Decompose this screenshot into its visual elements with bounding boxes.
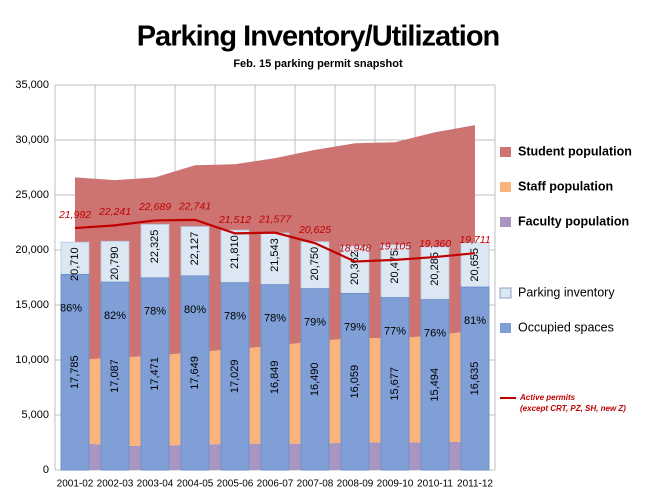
bars — [60, 224, 490, 471]
bar-value-label: 17,029 — [229, 360, 241, 394]
y-tick-label: 10,000 — [15, 354, 49, 366]
x-tick-label: 2005-06 — [217, 479, 254, 490]
y-tick-label: 20,000 — [15, 244, 49, 256]
utilization-label: 82% — [104, 310, 126, 322]
bar — [140, 277, 170, 471]
bar-value-label: 16,059 — [349, 365, 361, 399]
y-tick-label: 30,000 — [15, 134, 49, 146]
bar-value-label: 20,655 — [469, 248, 481, 282]
bar-value-label: 22,127 — [189, 232, 201, 266]
x-tick-label: 2009-10 — [377, 479, 414, 490]
utilization-label: 81% — [464, 315, 486, 327]
bar-value-label: 16,635 — [469, 362, 481, 396]
legend-label: Staff population — [518, 179, 613, 193]
bar-value-label: 16,490 — [309, 362, 321, 396]
line-value-label: 22,741 — [178, 201, 211, 213]
utilization-label: 80% — [184, 304, 206, 316]
y-tick-label: 35,000 — [15, 79, 49, 91]
bar-value-label: 20,790 — [109, 246, 121, 280]
x-tick-label: 2002-03 — [97, 479, 134, 490]
utilization-label: 78% — [264, 313, 286, 325]
utilization-label: 78% — [144, 306, 166, 318]
bar-value-label: 17,087 — [109, 359, 121, 393]
line-value-label: 19,105 — [379, 241, 411, 253]
utilization-label: 79% — [304, 317, 326, 329]
bar — [340, 292, 370, 471]
bar — [100, 281, 130, 471]
chart-subtitle: Feb. 15 parking permit snapshot — [233, 58, 403, 70]
line-value-label: 18,948 — [339, 242, 371, 254]
y-tick-label: 0 — [43, 464, 49, 476]
utilization-label: 76% — [424, 327, 446, 339]
legend-note: (except CRT, PZ, SH, new Z) — [520, 404, 626, 413]
bar-value-label: 21,543 — [269, 238, 281, 272]
bar-value-label: 16,849 — [269, 361, 281, 395]
bar — [60, 273, 90, 471]
bar-value-label: 17,649 — [189, 356, 201, 390]
x-tick-label: 2007-08 — [297, 479, 334, 490]
bar-value-label: 20,710 — [69, 247, 81, 281]
bar — [380, 297, 410, 471]
line-value-label: 22,241 — [98, 206, 131, 218]
legend-label: Occupied spaces — [518, 320, 614, 334]
line — [74, 218, 476, 263]
bar-value-label: 17,785 — [69, 355, 81, 389]
labels: 20,710 20,790 22,325 22,127 21,810 21,543 20,7… — [58, 201, 491, 402]
utilization-label: 86% — [60, 302, 82, 314]
bar-value-label: 20,362 — [349, 251, 361, 285]
line-value-label: 21,992 — [58, 209, 91, 221]
bar-value-label: 15,494 — [429, 368, 441, 402]
legend-label: Parking inventory — [518, 285, 615, 299]
y-tick-label: 5,000 — [21, 409, 49, 421]
utilization-label: 78% — [224, 311, 246, 323]
line-value-label: 19,360 — [419, 238, 451, 250]
bar-value-label: 20,475 — [389, 250, 401, 284]
y-tick-label: 15,000 — [15, 299, 49, 311]
bar — [180, 275, 210, 471]
line-value-label: 20,625 — [298, 224, 331, 236]
bar — [420, 299, 450, 471]
line-value-label: 22,689 — [138, 201, 171, 213]
bar-value-label: 20,750 — [309, 247, 321, 281]
bar-value-label: 22,325 — [149, 230, 161, 264]
x-tick-label: 2010-11 — [417, 479, 453, 490]
x-tick-label: 2003-04 — [137, 479, 174, 490]
legend-swatch — [500, 323, 511, 333]
legend-label: Student population — [518, 144, 632, 158]
bar-value-label: 21,810 — [229, 235, 241, 269]
bar — [220, 282, 250, 471]
legend-swatch — [500, 147, 511, 157]
x-tick-label: 2008-09 — [337, 479, 374, 490]
line-value-label: 21,577 — [258, 213, 292, 225]
y-tick-label: 25,000 — [15, 189, 49, 201]
bar — [300, 288, 330, 471]
utilization-label: 77% — [384, 325, 406, 337]
legend-swatch — [499, 287, 512, 299]
legend-swatch — [500, 182, 511, 192]
line-value-label: 21,512 — [218, 214, 251, 226]
bar — [460, 286, 490, 471]
utilization-label: 79% — [344, 321, 366, 333]
line-value-label: 19,711 — [459, 234, 490, 246]
x-tick-label: 2001-02 — [57, 479, 94, 490]
chart-title: Parking Inventory/Utilization — [137, 21, 500, 53]
legend-swatch — [500, 217, 511, 227]
x-tick-label: 2004-05 — [177, 479, 214, 490]
legend-label: Faculty population — [518, 214, 629, 228]
legend-label: Active permits — [519, 393, 576, 402]
bar — [260, 284, 290, 471]
x-tick-label: 2006-07 — [257, 479, 294, 490]
bar-value-label: 15,677 — [389, 367, 401, 401]
bar-value-label: 20,285 — [429, 252, 441, 286]
bar-value-label: 17,471 — [149, 357, 161, 391]
x-tick-label: 2011-12 — [457, 479, 493, 490]
